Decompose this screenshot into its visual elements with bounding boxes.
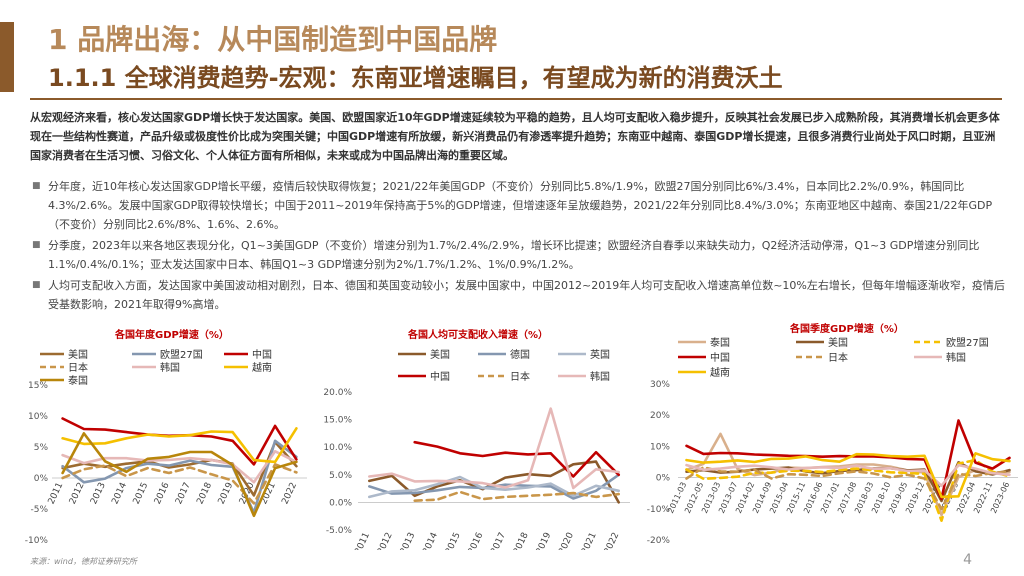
y-tick-label: -10% [647, 505, 671, 515]
intro-paragraph: 从宏观经济来看，核心发达国家GDP增长快于发达国家。美国、欧盟国家近10年GDP… [30, 111, 1000, 162]
x-tick-label: 2020 [557, 531, 576, 550]
series-line-越南 [685, 452, 1011, 499]
y-tick-label: -5.0% [326, 526, 353, 536]
y-tick-label: 30% [650, 380, 670, 390]
y-tick-label: 0% [34, 474, 49, 484]
legend-label: 欧盟27国 [946, 337, 989, 349]
y-tick-label: -20% [647, 536, 671, 546]
x-tick-label: 2011 [47, 481, 66, 506]
x-tick-label: 2014 [421, 531, 440, 550]
y-tick-label: 15.0% [323, 416, 352, 426]
legend-label: 泰国 [68, 374, 88, 387]
series-line-韩国 [61, 450, 298, 484]
chart-annual-gdp: 15%10%5%0%-5%-10%2011 2012 2013 2014 2015 201… [25, 348, 307, 546]
legend-label: 美国 [430, 348, 450, 361]
series-line-中国 [685, 419, 1011, 501]
x-tick-label: 2021 [580, 531, 599, 550]
legend-label: 韩国 [590, 370, 610, 383]
x-tick-label: 2019 [217, 481, 236, 506]
x-tick-label: 2018 [195, 481, 214, 506]
series-line-中国 [413, 440, 620, 478]
legend-label: 日本 [510, 370, 530, 383]
chart-title-income: 各国人均可支配收入增速（%） [408, 330, 549, 341]
x-tick-label: 2019 [535, 531, 554, 550]
bullet-annual-gdp: 分年度，近10年核心发达国家GDP增长平缓，疫情后较快取得恢复；2021/22年… [30, 177, 1005, 234]
page-subtitle: 1.1.1 全球消费趋势-宏观：东南亚增速瞩目，有望成为新的消费沃土 [48, 64, 783, 92]
series-line-欧盟27国 [61, 439, 298, 514]
bullet-disposable-income: 人均可支配收入方面，发达国家中美国波动相对剧烈，日本、德国和英国变动较小；发展中… [30, 276, 1005, 314]
x-tick-label: 2011 [353, 531, 372, 550]
series-line-韩国 [685, 463, 1011, 487]
chart-title-annual-gdp: 各国年度GDP增速（%） [115, 330, 229, 341]
legend-label: 越南 [252, 361, 272, 374]
y-tick-label: 20.0% [323, 388, 352, 398]
legend-label: 美国 [68, 348, 88, 361]
x-tick-label: 2022 [603, 531, 622, 550]
legend-label: 韩国 [946, 351, 966, 364]
y-tick-label: -5% [30, 505, 48, 515]
series-line-越南 [61, 427, 298, 464]
legend-label: 中国 [430, 370, 450, 383]
x-tick-label: 2017 [489, 531, 508, 550]
legend-label: 美国 [828, 336, 848, 349]
bullet-list: 分年度，近10年核心发达国家GDP增长平缓，疫情后较快取得恢复；2021/22年… [30, 177, 1005, 316]
legend-label: 越南 [710, 366, 730, 379]
legend-label: 英国 [590, 348, 610, 361]
x-tick-label: 2015 [132, 481, 151, 506]
series-line-日本 [61, 463, 298, 505]
chart-disposable-income: 20.0% 15.0% 10.0% 5.0% 0.0% -5.0%2011 2012 2013… [323, 348, 630, 550]
x-tick-label: 2012 [376, 531, 395, 550]
title-accent-bar [0, 22, 14, 92]
y-tick-label: 15% [28, 381, 48, 391]
y-tick-label: 5.0% [329, 471, 352, 481]
legend-label: 日本 [68, 361, 88, 374]
legend-label: 泰国 [710, 336, 730, 349]
chart-quarterly-gdp: 30%20%10%0%-10%-20%2011-032012-052013-03… [647, 336, 1018, 546]
title-divider [30, 98, 1002, 100]
x-tick-label: 2017 [174, 481, 193, 506]
legend-label: 中国 [252, 348, 272, 361]
legend-label: 德国 [510, 348, 530, 361]
series-line-日本 [685, 466, 1011, 511]
series-line-泰国 [61, 432, 298, 518]
y-tick-label: 10% [650, 442, 670, 452]
chart-title-quarterly-gdp: 各国季度GDP增速（%） [790, 324, 904, 335]
series-line-中国 [61, 417, 298, 466]
y-tick-label: 20% [650, 411, 670, 421]
x-tick-label: 2022 [280, 481, 299, 506]
y-tick-label: -10% [25, 536, 49, 546]
series-line-英国 [368, 475, 620, 499]
y-tick-label: 10.0% [323, 443, 352, 453]
series-line-欧盟27国 [685, 458, 1011, 522]
y-tick-label: 5% [34, 443, 49, 453]
y-tick-label: 0% [656, 474, 671, 484]
x-tick-label: 2018 [512, 531, 531, 550]
x-tick-label: 2016 [467, 531, 486, 550]
y-tick-label: 10% [28, 412, 48, 422]
series-line-日本 [413, 490, 620, 502]
legend-label: 中国 [710, 351, 730, 364]
x-tick-label: 2012 [68, 481, 87, 506]
x-tick-label: 2013 [89, 481, 108, 506]
bullet-quarterly-gdp: 分季度，2023年以来各地区表现分化，Q1~3美国GDP（不变价）增速分别为1.… [30, 236, 1005, 274]
x-tick-label: 2014 [110, 481, 129, 506]
series-line-泰国 [685, 432, 1011, 517]
source-note: 来源：wind，德邦证券研究所 [30, 557, 137, 566]
y-tick-label: 0.0% [329, 498, 352, 508]
legend-label: 欧盟27国 [160, 349, 203, 361]
x-tick-label: 2016 [153, 481, 172, 506]
x-tick-label: 2015 [444, 531, 463, 550]
legend-label: 韩国 [160, 361, 180, 374]
x-tick-label: 2013 [399, 531, 418, 550]
section-title: 1 品牌出海：从中国制造到中国品牌 [48, 23, 498, 56]
page-number: 4 [963, 552, 972, 568]
series-line-韩国 [368, 407, 620, 490]
legend-label: 日本 [828, 351, 848, 364]
